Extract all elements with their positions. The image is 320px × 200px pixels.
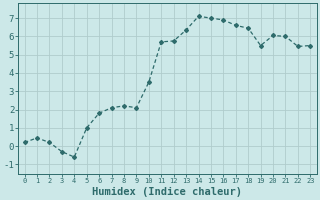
X-axis label: Humidex (Indice chaleur): Humidex (Indice chaleur) [92,186,243,197]
